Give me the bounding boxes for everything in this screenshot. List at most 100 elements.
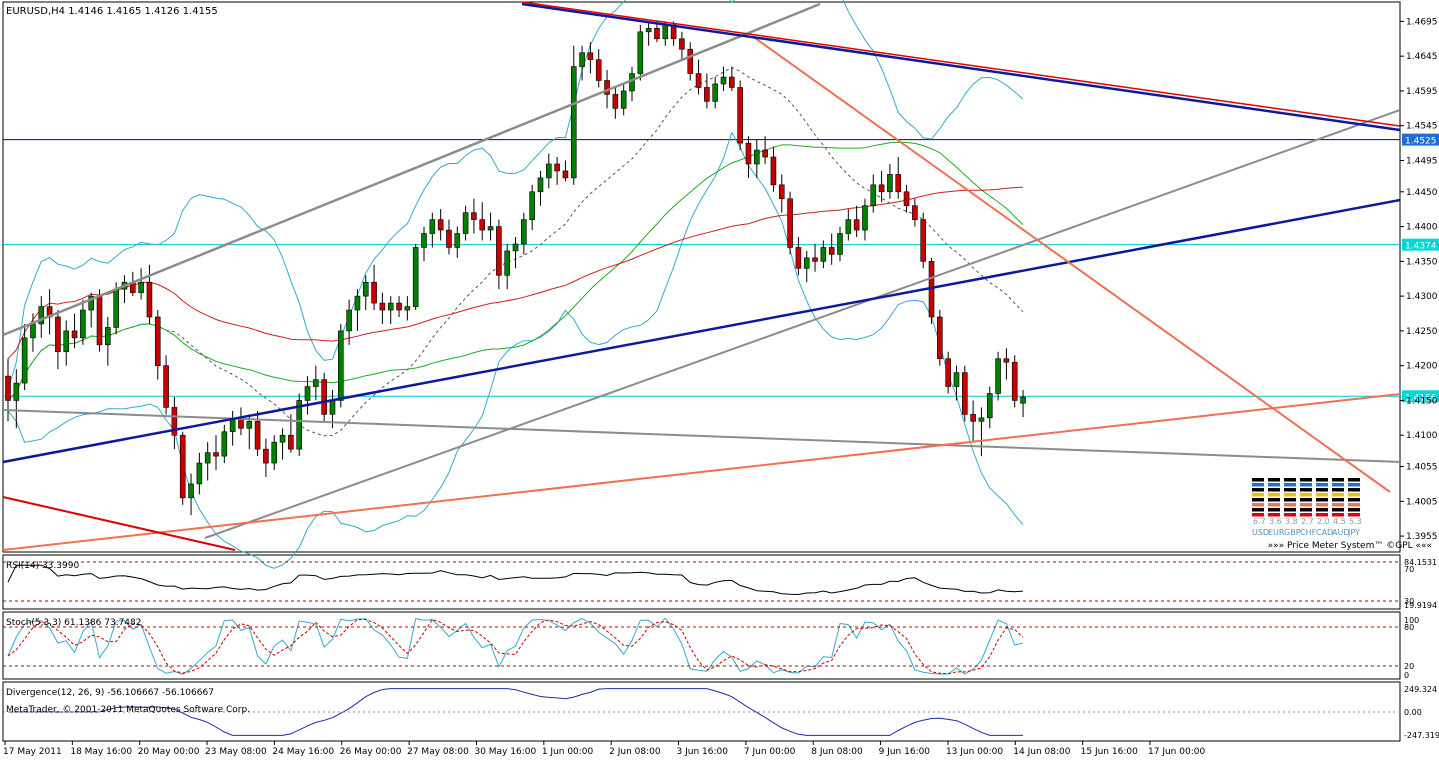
candle-body	[71, 330, 78, 339]
candle-body	[21, 337, 28, 384]
meter-bar	[1316, 513, 1328, 517]
price-tick-label: 1.4350	[1406, 257, 1438, 267]
candle-body	[487, 226, 494, 231]
meter-bar	[1348, 508, 1360, 512]
price-tick-label: 1.3955	[1406, 532, 1438, 542]
candle-body	[645, 28, 652, 33]
candle-body	[729, 76, 735, 88]
candle-body	[80, 309, 86, 339]
price-tick-label: 1.4645	[1406, 52, 1438, 62]
candle-body	[288, 434, 294, 450]
candle-body	[263, 448, 269, 464]
trendline[interactable]	[204, 109, 1401, 539]
trendline[interactable]	[2, 393, 1401, 551]
candle-body	[154, 316, 161, 366]
trendline[interactable]	[521, 2, 1401, 132]
meter-bar	[1332, 503, 1344, 507]
rsi-tick-label: 84.1531	[1404, 558, 1437, 567]
candle-body	[13, 382, 20, 401]
time-tick-label: 17 Jun 00:00	[1148, 747, 1205, 757]
candle-body	[986, 393, 993, 419]
candle-body	[437, 219, 444, 231]
meter-bar	[1348, 488, 1360, 492]
candle-body	[471, 212, 477, 220]
stoch-tick-label: 0	[1404, 671, 1409, 680]
candle-body	[778, 184, 785, 200]
candle-body	[712, 83, 719, 102]
trendline[interactable]	[521, 1, 1401, 127]
price-tick-label: 1.4200	[1406, 362, 1438, 372]
candle-body	[562, 170, 569, 179]
candle-body	[396, 302, 402, 311]
candle-body	[812, 257, 818, 262]
divergence-line	[8, 688, 1023, 736]
price-tick-label: 1.4450	[1406, 188, 1438, 198]
meter-bar	[1284, 488, 1296, 492]
meter-bar	[1284, 478, 1296, 482]
candle-body	[246, 421, 253, 429]
candle-body	[163, 365, 169, 408]
price-tick-label: 1.4250	[1406, 327, 1438, 337]
meter-bar	[1268, 493, 1280, 497]
stoch-pane-frame	[2, 611, 1401, 680]
candle-body	[629, 73, 635, 92]
symbol-header: EURUSD,H4 1.4146 1.4165 1.4126 1.4155	[6, 6, 218, 17]
candle-body	[512, 243, 519, 252]
meter-bar	[1316, 488, 1328, 492]
candles-group	[5, 21, 1026, 516]
price-tick-label: 1.4150	[1406, 396, 1438, 406]
candle-body	[753, 149, 760, 165]
trendline[interactable]	[2, 198, 1401, 464]
stoch-signal-line	[7, 618, 1024, 675]
candle-body	[862, 205, 868, 231]
candle-body	[337, 330, 344, 401]
meter-bar	[1316, 508, 1328, 512]
meter-bar	[1268, 483, 1280, 487]
bollinger-lower	[7, 131, 1024, 569]
trendline[interactable]	[2, 2, 821, 337]
candle-body	[595, 59, 602, 81]
trendline[interactable]	[754, 37, 1391, 493]
time-axis: 17 May 2011 18 May 16:00 20 May 00:00 23 Ma…	[3, 741, 1205, 757]
candle-body	[579, 52, 585, 67]
candle-body	[720, 76, 727, 85]
meter-bar	[1268, 478, 1280, 482]
time-tick-label: 26 May 00:00	[340, 747, 402, 757]
meter-bar	[1252, 498, 1264, 502]
candle-body	[196, 462, 203, 485]
stoch-label: Stoch(5,3,3) 61.1386 73.7482	[6, 618, 141, 628]
trendline[interactable]	[2, 496, 236, 551]
candle-body	[845, 219, 852, 234]
meter-value: 2.0	[1317, 517, 1330, 526]
candle-body	[620, 90, 627, 109]
meter-bar	[1348, 513, 1360, 517]
candle-body	[795, 247, 802, 269]
rsi-line	[7, 564, 1024, 596]
meter-bar	[1300, 503, 1312, 507]
bollinger-upper	[7, 0, 1024, 391]
meter-bar	[1284, 498, 1296, 502]
candle-body	[995, 358, 1001, 394]
candle-body	[820, 247, 827, 262]
candle-body	[454, 233, 461, 248]
candle-body	[570, 66, 577, 179]
meter-currency: USD	[1252, 528, 1269, 537]
meter-bar	[1316, 478, 1328, 482]
candle-body	[446, 229, 452, 248]
price-tick-label: 1.4400	[1406, 223, 1438, 233]
candle-body	[146, 281, 153, 318]
candle-body	[221, 431, 228, 457]
meter-bar	[1252, 493, 1264, 497]
candle-body	[63, 330, 70, 353]
divergence-tick-label: -247.319	[1404, 731, 1439, 740]
level-price-box	[1402, 238, 1439, 251]
meter-bar	[1316, 493, 1328, 497]
time-tick-label: 27 May 08:00	[407, 747, 469, 757]
candle-body	[213, 452, 219, 457]
candle-body	[404, 306, 411, 311]
